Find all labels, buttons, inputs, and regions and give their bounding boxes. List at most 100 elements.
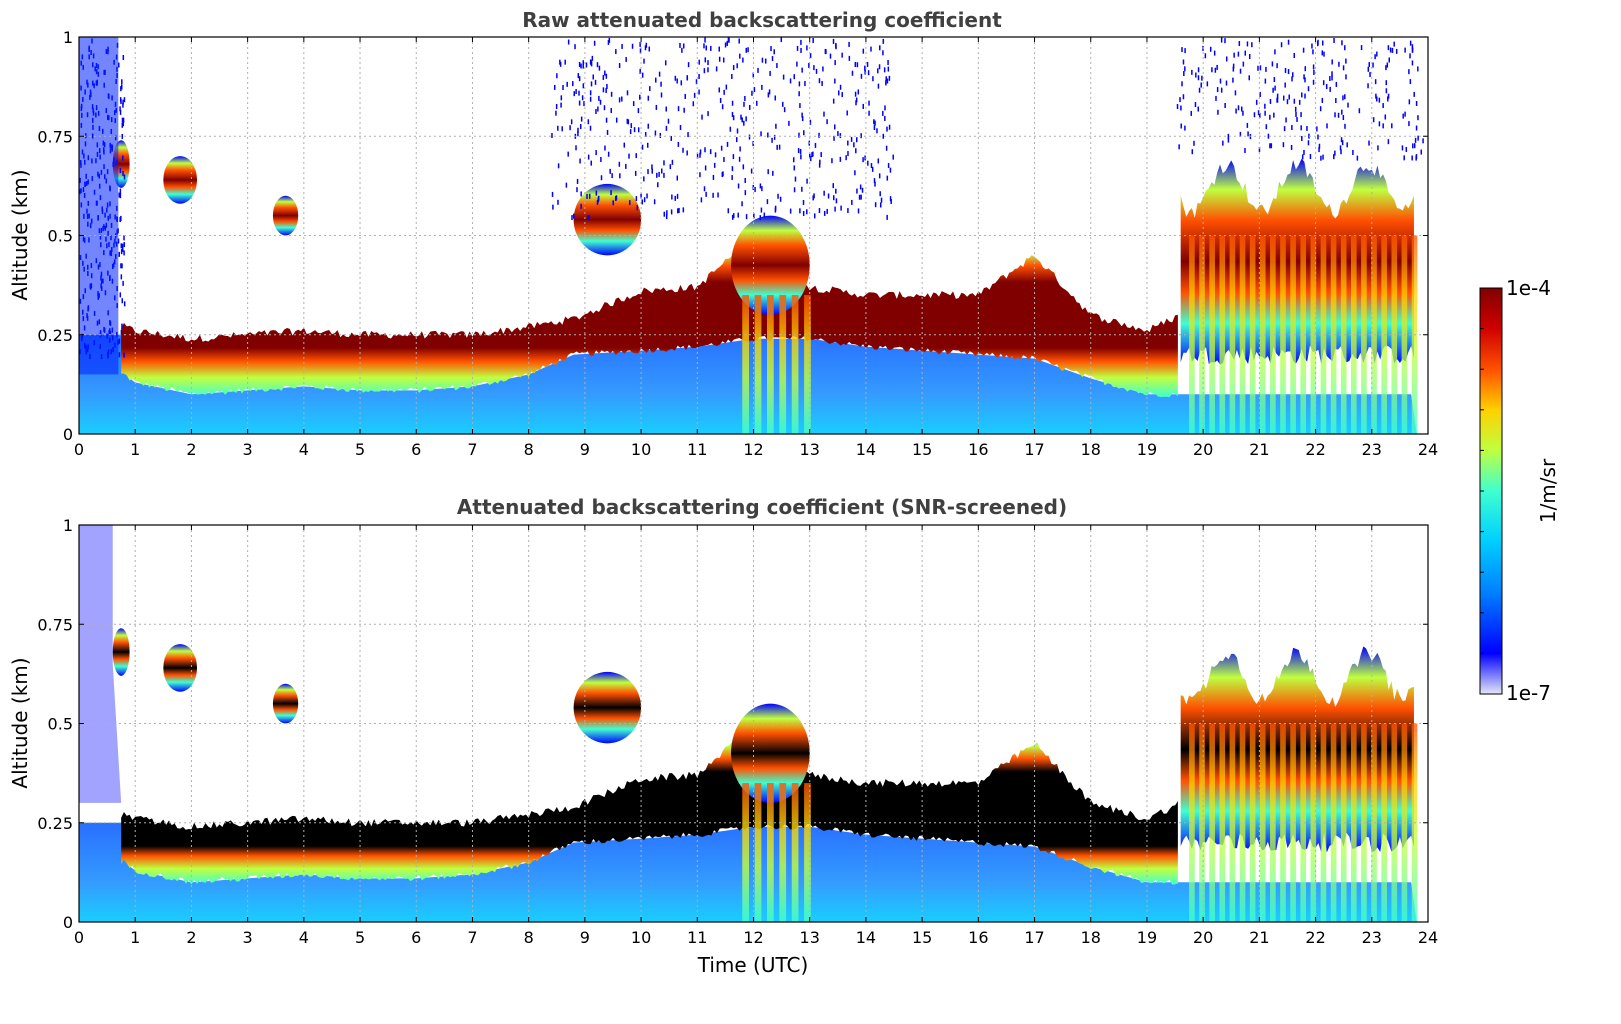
noise-speck [118, 192, 121, 198]
noise-speck [800, 47, 802, 53]
noise-speck [1344, 94, 1346, 100]
noise-speck [1235, 108, 1237, 114]
precip-column [1249, 723, 1256, 922]
noise-speck [1415, 125, 1418, 131]
noise-speck [874, 202, 877, 208]
noise-speck [1422, 138, 1424, 144]
aerosol-layer [121, 232, 1178, 398]
noise-speck [889, 167, 892, 173]
noise-speck [1360, 45, 1363, 51]
noise-speck [627, 119, 630, 125]
x-tick-label: 19 [1137, 440, 1157, 459]
cloud-patch [731, 215, 810, 315]
noise-speck [778, 144, 781, 150]
x-tick-label: 16 [968, 440, 988, 459]
noise-speck [1372, 117, 1375, 123]
noise-speck [1294, 106, 1297, 112]
noise-speck [1216, 64, 1218, 70]
noise-speck [1287, 69, 1290, 75]
noise-speck [682, 147, 684, 153]
noise-speck [578, 76, 581, 82]
noise-speck [798, 132, 800, 138]
noise-speck [1201, 75, 1203, 81]
noise-speck [736, 63, 738, 69]
noise-speck [626, 90, 629, 96]
noise-speck [1389, 47, 1392, 53]
noise-speck [1317, 39, 1319, 45]
noise-speck [783, 107, 786, 113]
x-tick-label: 14 [856, 440, 876, 459]
y-tick-label: 0.25 [37, 326, 73, 345]
noise-speck [874, 120, 876, 126]
noise-speck [1341, 40, 1343, 46]
noise-speck [718, 56, 721, 62]
noise-speck [761, 57, 764, 63]
cloud-patch [573, 183, 642, 256]
noise-speck [1238, 41, 1241, 47]
precip-column [791, 783, 799, 922]
x-tick-label: 22 [1305, 928, 1325, 947]
noise-speck [889, 196, 892, 202]
noise-speck [880, 197, 883, 203]
noise-speck [760, 131, 762, 137]
noise-speck [888, 75, 891, 81]
noise-speck [848, 41, 850, 47]
noise-speck [1244, 50, 1247, 56]
noise-speck [660, 92, 663, 98]
noise-speck [1374, 79, 1377, 85]
noise-speck [873, 178, 876, 184]
noise-speck [1339, 145, 1342, 151]
noise-speck [693, 92, 696, 98]
precip-column [1209, 235, 1215, 434]
noise-speck [1180, 105, 1182, 111]
noise-speck [612, 200, 614, 206]
noise-speck [566, 81, 568, 87]
noise-speck [1270, 143, 1273, 149]
noise-speck [665, 125, 668, 131]
noise-speck [1227, 137, 1230, 143]
noise-speck [1401, 145, 1404, 151]
x-tick-label: 24 [1418, 440, 1438, 459]
x-tick-label: 12 [743, 440, 763, 459]
noise-speck [851, 199, 853, 205]
noise-speck [640, 193, 642, 199]
noise-speck [892, 154, 894, 160]
noise-speck [565, 182, 568, 188]
noise-speck [826, 119, 828, 125]
noise-speck [1295, 111, 1297, 117]
noise-speck [669, 164, 672, 170]
noise-speck [870, 163, 873, 169]
noise-speck [647, 123, 650, 129]
x-tick-label: 23 [1362, 928, 1382, 947]
noise-speck [848, 55, 851, 61]
noise-speck [743, 101, 745, 107]
x-tick-label: 9 [580, 440, 590, 459]
panel-screened-grid [79, 525, 1428, 922]
noise-speck [1335, 98, 1337, 104]
x-tick-label: 13 [800, 928, 820, 947]
noise-speck [761, 84, 763, 90]
noise-speck [1329, 86, 1331, 92]
noise-speck [596, 199, 599, 205]
noise-speck [825, 49, 827, 55]
noise-speck [773, 49, 775, 55]
noise-speck [1193, 140, 1195, 146]
noise-speck [713, 162, 716, 168]
noise-speck [744, 95, 746, 101]
noise-speck [646, 142, 649, 148]
noise-speck [593, 40, 596, 46]
noise-speck [1280, 42, 1283, 48]
noise-speck [1346, 142, 1348, 148]
noise-speck [1344, 45, 1346, 51]
noise-speck [1308, 133, 1310, 139]
noise-speck [123, 235, 125, 241]
noise-speck [1411, 60, 1414, 66]
colorbar-min-label: 1e-7 [1506, 681, 1551, 705]
noise-speck [725, 84, 728, 90]
noise-speck [874, 181, 876, 187]
noise-speck [1368, 62, 1371, 68]
noise-speck [120, 329, 123, 335]
noise-speck [1387, 45, 1390, 51]
noise-speck [735, 137, 738, 143]
noise-speck [1285, 117, 1287, 123]
